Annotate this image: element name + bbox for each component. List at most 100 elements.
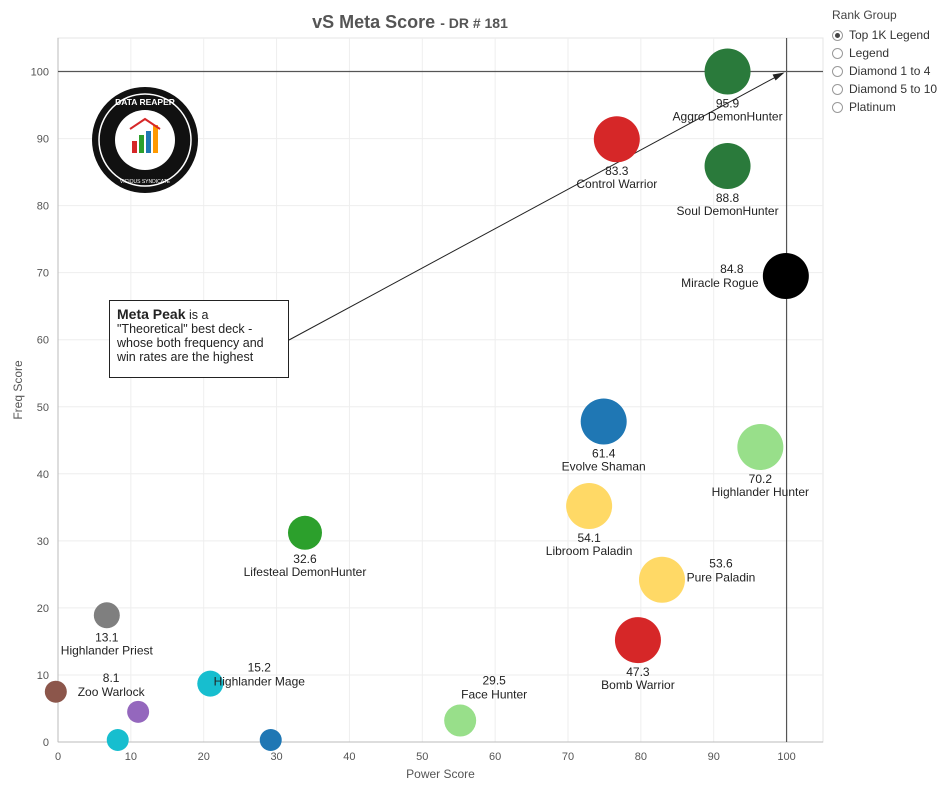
annotation-line1: is a [185,308,209,322]
x-tick-label: 0 [55,751,61,763]
annotation-line2: "Theoretical" best deck - [117,322,253,336]
data-point[interactable] [580,398,627,445]
radio-icon[interactable] [832,47,843,59]
annotation-line4: win rates are the highest [117,350,254,364]
legend-item-label: Platinum [849,100,896,114]
data-point[interactable] [444,704,477,737]
point-score-label: 70.2 [749,472,773,486]
point-name-label: Aggro DemonHunter [673,110,783,124]
legend-item-platinum[interactable]: Platinum [832,98,937,116]
point-score-label: 8.1 [103,671,120,685]
reference-lines [58,38,823,742]
data-point[interactable] [197,670,224,697]
point-score-label: 84.8 [720,262,744,276]
data-point[interactable] [259,728,282,751]
x-tick-label: 40 [343,751,355,763]
y-tick-label: 70 [37,268,49,280]
data-point[interactable] [762,253,809,300]
x-tick-label: 50 [416,751,428,763]
point-name-label: Miracle Rogue [681,276,759,290]
data-point[interactable] [106,728,129,751]
chart-title-main: vS Meta Score [312,12,436,32]
y-tick-label: 20 [37,603,49,615]
point-name-label: Lifesteal DemonHunter [244,565,367,579]
legend-item-diamond-5-10[interactable]: Diamond 5 to 10 [832,80,937,98]
data-point[interactable] [566,482,613,529]
y-tick-label: 100 [31,67,49,79]
svg-text:VICIOUS SYNDICATE: VICIOUS SYNDICATE [120,179,171,185]
data-point[interactable] [44,680,67,703]
svg-text:DATA REAPER: DATA REAPER [115,97,175,107]
data-point[interactable] [614,617,661,664]
point-name-label: Bomb Warrior [601,678,675,692]
legend-item-legend[interactable]: Legend [832,44,937,62]
y-tick-label: 80 [37,201,49,213]
data-point[interactable] [638,556,685,603]
logo-graphic: DATA REAPER VICIOUS SYNDICATE [92,87,198,193]
meta-peak-arrow [288,72,785,341]
point-score-label: 83.3 [605,164,629,178]
point-name-label: Libroom Paladin [546,544,633,558]
data-reaper-logo: DATA REAPER VICIOUS SYNDICATE [90,85,200,195]
legend-item-label: Diamond 1 to 4 [849,64,931,78]
point-name-label: Control Warrior [576,177,657,191]
x-tick-label: 90 [708,751,720,763]
legend-item-label: Legend [849,46,890,60]
radio-icon[interactable] [832,101,843,113]
legend-item-diamond-1-4[interactable]: Diamond 1 to 4 [832,62,937,80]
point-score-label: 15.2 [248,661,272,675]
axis-layer: 0 10 20 30 40 50 60 70 80 90 100 0 10 20 30 40 50 60 70 80 9… [31,38,823,763]
data-point[interactable] [127,700,150,723]
point-score-label: 32.6 [293,552,317,566]
point-score-label: 88.8 [716,191,740,205]
radio-icon[interactable] [832,65,843,77]
legend-title: Rank Group [832,8,897,22]
x-tick-label: 10 [125,751,137,763]
data-point[interactable] [593,116,640,163]
point-name-label: Pure Paladin [687,571,756,585]
point-name-label: Zoo Warlock [78,685,146,699]
y-tick-label: 30 [37,536,49,548]
point-score-label: 54.1 [577,531,601,545]
points-layer [44,48,809,751]
data-point[interactable] [737,423,784,470]
y-tick-label: 60 [37,335,49,347]
data-point[interactable] [287,515,322,550]
point-score-label: 53.6 [709,557,733,571]
y-axis-title: Freq Score [11,360,25,420]
point-score-label: 61.4 [592,447,616,461]
chart-title: vS Meta Score - DR # 181 [0,12,820,33]
point-score-label: 47.3 [626,665,650,679]
radio-icon[interactable] [832,29,843,41]
data-point[interactable] [704,48,751,95]
x-tick-label: 70 [562,751,574,763]
arrow-head [772,72,785,81]
annotation-line3: whose both frequency and [117,336,264,350]
data-point[interactable] [704,143,751,190]
x-axis-title: Power Score [406,767,475,781]
x-tick-label: 60 [489,751,501,763]
data-point[interactable] [93,602,120,629]
point-score-label: 29.5 [482,674,506,688]
y-tick-label: 40 [37,469,49,481]
legend-item-label: Diamond 5 to 10 [849,82,938,96]
arrow-line [288,75,779,341]
x-tick-label: 100 [777,751,795,763]
x-tick-label: 20 [198,751,210,763]
x-tick-label: 80 [635,751,647,763]
y-tick-label: 0 [43,737,49,749]
point-name-label: Highlander Mage [214,675,306,689]
point-score-label: 95.9 [716,97,740,111]
annotation-strong: Meta Peak [117,306,186,322]
x-tick-label: 30 [270,751,282,763]
radio-icon[interactable] [832,83,843,95]
point-name-label: Soul DemonHunter [677,204,779,218]
point-name-label: Face Hunter [461,688,527,702]
point-score-label: 13.1 [95,630,119,644]
rank-group-legend: Rank Group Top 1K Legend Legend Diamond … [832,8,937,116]
legend-item-label: Top 1K Legend [849,28,930,42]
legend-item-top-1k-legend[interactable]: Top 1K Legend [832,26,937,44]
point-name-label: Highlander Hunter [712,485,809,499]
